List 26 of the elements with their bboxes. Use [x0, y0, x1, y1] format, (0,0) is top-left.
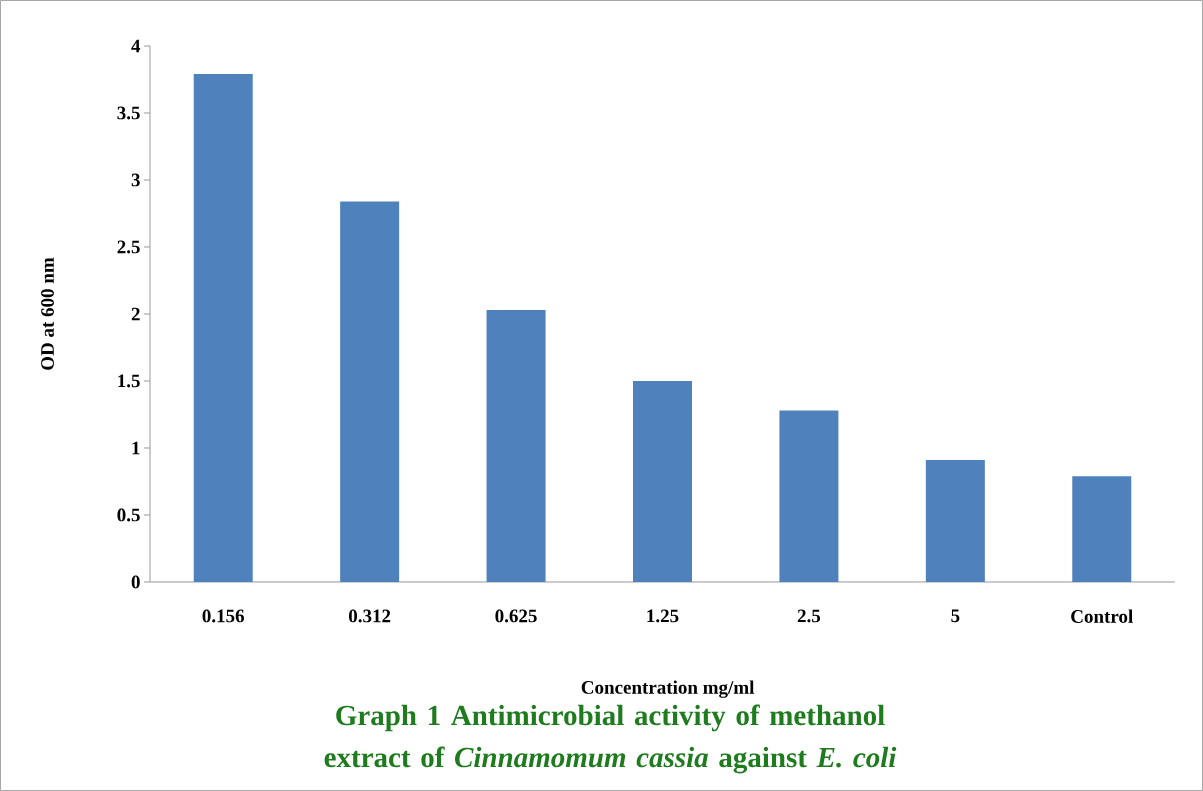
y-tick-label: 3 [131, 173, 140, 187]
bar [925, 460, 985, 582]
x-tick-label: 1.25 [647, 609, 679, 623]
y-tick-label: 0.5 [117, 508, 140, 522]
bar [340, 201, 400, 582]
x-tick-label: 0.625 [495, 609, 537, 623]
x-tick-label: 2.5 [797, 609, 821, 623]
y-tick-label: 2.5 [117, 240, 140, 254]
x-tick-label: Control [1071, 609, 1133, 623]
y-tick-label: 4 [131, 39, 141, 53]
bar [1072, 476, 1132, 582]
x-tick-label: 0.312 [348, 609, 391, 623]
y-tick-label: 2 [131, 307, 140, 321]
y-axis-title: OD at 600 nm [41, 257, 54, 370]
y-tick-label: 1 [132, 441, 140, 455]
y-tick-label: 0 [131, 575, 140, 589]
bar [193, 74, 253, 582]
bar [779, 410, 839, 582]
y-tick-label: 3.5 [117, 106, 140, 120]
bar [632, 380, 692, 582]
x-tick-label: 0.156 [202, 609, 245, 623]
x-tick-label: 5 [951, 609, 960, 623]
text: Graph 1 Antimicrobial activity of methanol extract of Cinnamomum cassia against E. coli [324, 704, 897, 774]
x-axis-title: Concentration mg/ml [581, 680, 755, 698]
bar [486, 309, 546, 582]
y-tick-label: 1.5 [118, 374, 140, 388]
